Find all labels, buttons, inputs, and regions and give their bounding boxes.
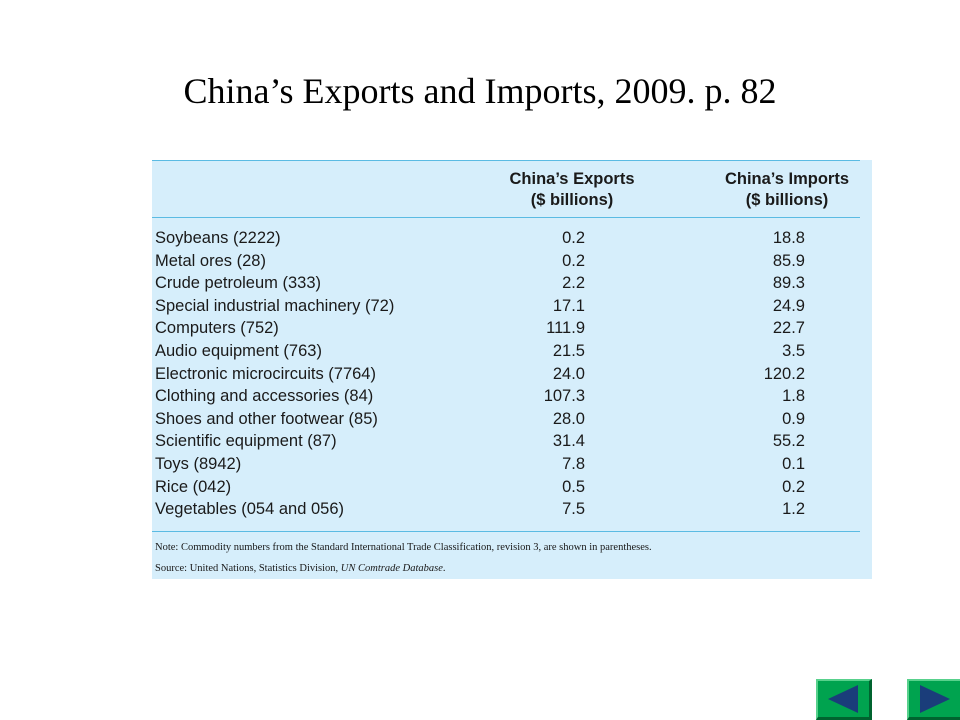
- table-row: Soybeans (2222) 0.2 18.8: [152, 227, 860, 250]
- table-row: Clothing and accessories (84) 107.3 1.8: [152, 385, 860, 408]
- imports-value: 1.2: [782, 500, 805, 519]
- imports-value: 0.2: [782, 477, 805, 496]
- source-suffix: .: [442, 563, 446, 574]
- imports-value: 85.9: [772, 251, 805, 270]
- imports-value: 0.9: [782, 409, 805, 428]
- exports-value: 111.9: [546, 319, 585, 338]
- table-header-rule: [152, 217, 860, 218]
- table-source: Source: United Nations, Statistics Divis…: [155, 563, 446, 574]
- exports-value: 28.0: [552, 409, 585, 428]
- table-row: Metal ores (28) 0.2 85.9: [152, 250, 860, 273]
- table-row: Audio equipment (763) 21.5 3.5: [152, 340, 860, 363]
- exports-value: 2.2: [562, 274, 585, 293]
- exports-value: 7.8: [562, 454, 585, 473]
- trade-table: China’s Exports ($ billions) China’s Imp…: [152, 160, 872, 579]
- table-row: Rice (042) 0.5 0.2: [152, 476, 860, 499]
- next-slide-button[interactable]: [907, 679, 960, 720]
- table-row: Shoes and other footwear (85) 28.0 0.9: [152, 408, 860, 431]
- triangle-right-icon: [920, 685, 950, 713]
- table-row: Toys (8942) 7.8 0.1: [152, 453, 860, 476]
- imports-value: 55.2: [772, 432, 805, 451]
- table-row: Scientific equipment (87) 31.4 55.2: [152, 430, 860, 453]
- imports-value: 89.3: [772, 274, 805, 293]
- exports-value: 31.4: [552, 432, 585, 451]
- exports-value: 0.5: [562, 477, 585, 496]
- col-header-imports: China’s Imports ($ billions): [707, 169, 867, 211]
- table-note: Note: Commodity numbers from the Standar…: [155, 542, 652, 553]
- commodity-name: Special industrial machinery (72): [155, 296, 395, 315]
- exports-value: 107.3: [543, 387, 585, 406]
- col-header-exports-line1: China’s Exports: [509, 170, 635, 188]
- imports-value: 3.5: [782, 341, 805, 360]
- exports-value: 21.5: [552, 341, 585, 360]
- commodity-name: Crude petroleum (333): [155, 274, 321, 293]
- imports-value: 18.8: [772, 229, 805, 247]
- exports-value: 0.2: [562, 251, 585, 270]
- exports-value: 24.0: [552, 364, 585, 383]
- table-top-rule: [152, 160, 860, 161]
- commodity-name: Shoes and other footwear (85): [155, 409, 378, 428]
- commodity-name: Vegetables (054 and 056): [155, 500, 344, 519]
- exports-value: 17.1: [552, 296, 585, 315]
- imports-value: 22.7: [772, 319, 805, 338]
- table-row: Vegetables (054 and 056) 7.5 1.2: [152, 498, 860, 521]
- exports-value: 0.2: [562, 229, 585, 247]
- col-header-imports-line1: China’s Imports: [724, 170, 850, 188]
- commodity-name: Electronic microcircuits (7764): [155, 364, 376, 383]
- imports-value: 120.2: [763, 364, 805, 383]
- imports-value: 0.1: [782, 454, 805, 473]
- triangle-left-icon: [828, 685, 858, 713]
- imports-value: 1.8: [782, 387, 805, 406]
- commodity-name: Clothing and accessories (84): [155, 387, 374, 406]
- source-prefix: Source: United Nations, Statistics Divis…: [155, 563, 341, 574]
- imports-value: 24.9: [772, 296, 805, 315]
- table-bottom-rule: [152, 531, 860, 532]
- col-header-exports-line2: ($ billions): [530, 191, 614, 209]
- commodity-name: Rice (042): [155, 477, 232, 496]
- commodity-name: Toys (8942): [155, 454, 242, 473]
- commodity-name: Audio equipment (763): [155, 341, 322, 360]
- commodity-name: Computers (752): [155, 319, 279, 338]
- col-header-exports: China’s Exports ($ billions): [492, 169, 652, 211]
- commodity-name: Soybeans (2222): [155, 229, 281, 247]
- table-row: Electronic microcircuits (7764) 24.0 120…: [152, 363, 860, 386]
- slide-title: China’s Exports and Imports, 2009. p. 82: [183, 71, 777, 111]
- previous-slide-button[interactable]: [816, 679, 872, 720]
- commodity-name: Scientific equipment (87): [155, 432, 337, 451]
- col-header-imports-line2: ($ billions): [745, 191, 829, 209]
- table-row: Computers (752) 111.9 22.7: [152, 317, 860, 340]
- exports-value: 7.5: [562, 500, 585, 519]
- table-body: Soybeans (2222) 0.2 18.8 Metal ores (28)…: [152, 227, 860, 521]
- commodity-name: Metal ores (28): [155, 251, 266, 270]
- table-row: Crude petroleum (333) 2.2 89.3: [152, 272, 860, 295]
- table-row: Special industrial machinery (72) 17.1 2…: [152, 295, 860, 318]
- source-database-name: UN Comtrade Database: [340, 563, 443, 574]
